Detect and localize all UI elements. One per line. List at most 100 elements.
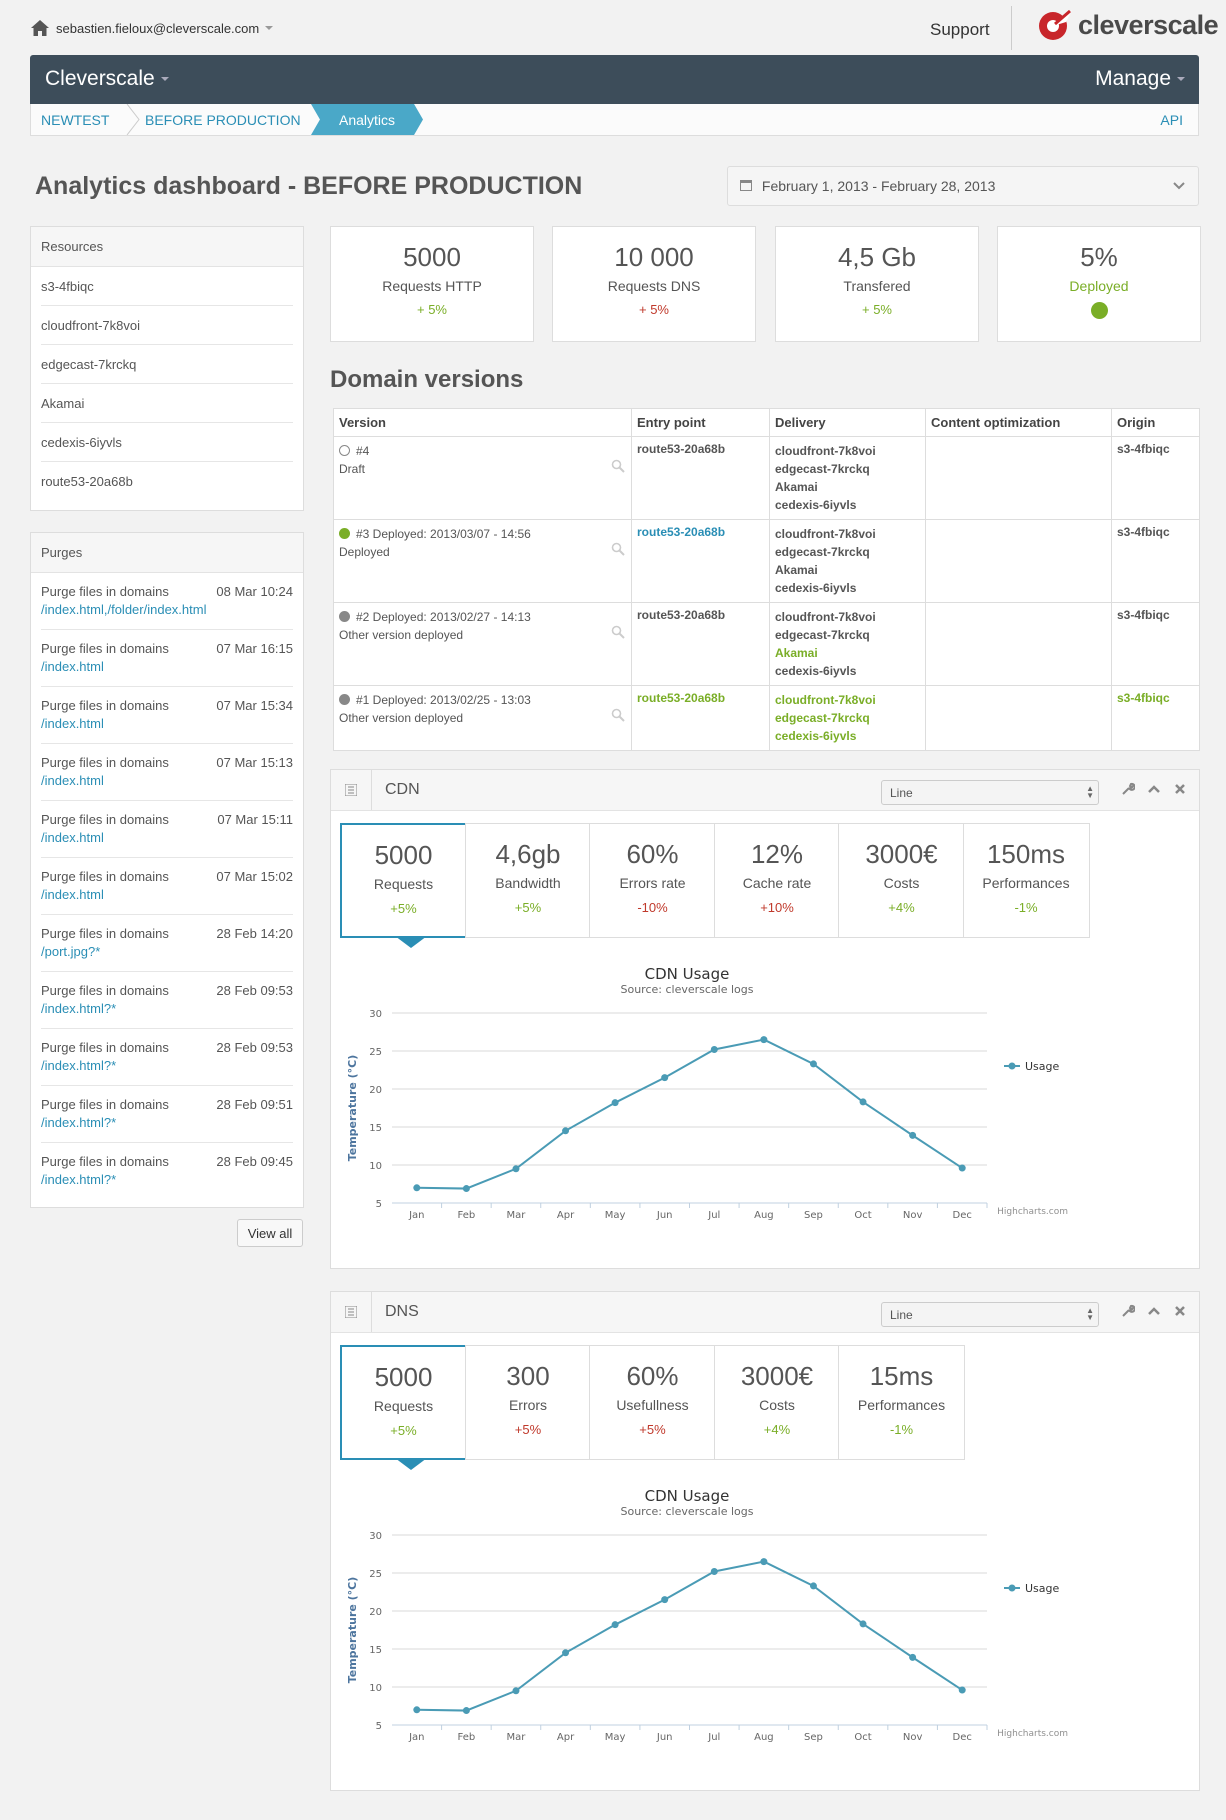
support-link[interactable]: Support xyxy=(930,20,990,39)
delivery-item[interactable]: edgecast-7krckq xyxy=(775,628,870,642)
data-point[interactable] xyxy=(909,1131,917,1139)
purge-path-link[interactable]: /index.html xyxy=(41,830,104,845)
chevron-up-icon[interactable] xyxy=(1147,782,1161,796)
purge-path-link[interactable]: /index.html?* xyxy=(41,1172,117,1187)
data-point[interactable] xyxy=(413,1184,421,1192)
resource-item[interactable]: cedexis-6iyvls xyxy=(41,423,293,462)
data-point[interactable] xyxy=(562,1127,570,1135)
stat-box[interactable]: 3000€ Costs +4% xyxy=(713,1345,841,1460)
breadcrumb-newtest[interactable]: NEWTEST xyxy=(41,112,110,128)
breadcrumb-before-production[interactable]: BEFORE PRODUCTION xyxy=(145,112,301,128)
stat-box[interactable]: 12% Cache rate +10% xyxy=(713,823,841,938)
search-icon[interactable] xyxy=(611,542,625,556)
resource-item[interactable]: cloudfront-7k8voi xyxy=(41,306,293,345)
user-menu[interactable]: sebastien.fieloux@cleverscale.com xyxy=(30,19,274,37)
chart-type-select[interactable]: Line ▲ ▼ xyxy=(881,1302,1099,1327)
chart-credits[interactable]: Highcharts.com xyxy=(997,1729,1068,1739)
delivery-item[interactable]: Akamai xyxy=(775,563,818,577)
delivery-item[interactable]: cedexis-6iyvls xyxy=(775,664,857,678)
stat-box[interactable]: 300 Errors +5% xyxy=(464,1345,592,1460)
data-point[interactable] xyxy=(710,1045,718,1053)
delivery-item[interactable]: cloudfront-7k8voi xyxy=(775,527,876,541)
purge-path-link[interactable]: /index.html xyxy=(41,659,104,674)
list-icon[interactable] xyxy=(331,1292,372,1332)
date-range-picker[interactable]: February 1, 2013 - February 28, 2013 xyxy=(727,166,1199,206)
delivery-item[interactable]: cedexis-6iyvls xyxy=(775,729,857,743)
data-point[interactable] xyxy=(562,1649,570,1657)
data-point[interactable] xyxy=(859,1098,867,1106)
stat-box[interactable]: 5000 Requests +5% xyxy=(340,823,467,948)
delivery-item[interactable]: cloudfront-7k8voi xyxy=(775,444,876,458)
data-point[interactable] xyxy=(413,1706,421,1714)
table-row[interactable]: #3 Deployed: 2013/03/07 - 14:56 Deployed r… xyxy=(333,519,1200,603)
stat-box[interactable]: 4,6gb Bandwidth +5% xyxy=(464,823,592,938)
stat-box[interactable]: 15ms Performances -1% xyxy=(838,1345,965,1460)
purge-path-link[interactable]: /index.html?* xyxy=(41,1001,117,1016)
table-row[interactable]: #1 Deployed: 2013/02/25 - 13:03 Other ver… xyxy=(333,685,1200,751)
data-point[interactable] xyxy=(859,1620,867,1628)
resource-item[interactable]: Akamai xyxy=(41,384,293,423)
data-point[interactable] xyxy=(760,1558,768,1566)
origin-cell[interactable]: s3-4fbiqc xyxy=(1111,519,1200,603)
legend-label[interactable]: Usage xyxy=(1025,1060,1060,1073)
origin-cell[interactable]: s3-4fbiqc xyxy=(1111,685,1200,751)
data-point[interactable] xyxy=(462,1707,470,1715)
wrench-icon[interactable] xyxy=(1121,1304,1135,1318)
delivery-item[interactable]: cedexis-6iyvls xyxy=(775,581,857,595)
purge-path-link[interactable]: /index.html xyxy=(41,716,104,731)
close-icon[interactable] xyxy=(1173,782,1187,796)
breadcrumb-analytics[interactable]: Analytics xyxy=(311,104,423,135)
logo[interactable]: cleverscale xyxy=(1036,8,1219,42)
purge-path-link[interactable]: /port.jpg?* xyxy=(41,944,101,959)
data-point[interactable] xyxy=(611,1099,619,1107)
project-selector[interactable]: Cleverscale xyxy=(45,67,169,91)
data-point[interactable] xyxy=(909,1653,917,1661)
purge-path-link[interactable]: /index.html?* xyxy=(41,1058,117,1073)
view-all-button[interactable]: View all xyxy=(237,1219,303,1247)
delivery-item[interactable]: edgecast-7krckq xyxy=(775,545,870,559)
list-icon[interactable] xyxy=(331,770,372,810)
chevron-up-icon[interactable] xyxy=(1147,1304,1161,1318)
stat-box[interactable]: 3000€ Costs +4% xyxy=(838,823,965,938)
table-row[interactable]: #4 Draft route53-20a68b cloudfront-7k8voi ed… xyxy=(333,436,1200,520)
delivery-item[interactable]: cloudfront-7k8voi xyxy=(775,693,876,707)
delivery-item[interactable]: Akamai xyxy=(775,646,818,660)
entry-point-cell[interactable]: route53-20a68b xyxy=(631,519,770,603)
entry-point-cell[interactable]: route53-20a68b xyxy=(631,685,770,751)
data-point[interactable] xyxy=(809,1582,817,1590)
resource-item[interactable]: edgecast-7krckq xyxy=(41,345,293,384)
search-icon[interactable] xyxy=(611,459,625,473)
wrench-icon[interactable] xyxy=(1121,782,1135,796)
purge-path-link[interactable]: /index.html?* xyxy=(41,1115,117,1130)
data-point[interactable] xyxy=(809,1060,817,1068)
table-row[interactable]: #2 Deployed: 2013/02/27 - 14:13 Other ver… xyxy=(333,602,1200,686)
delivery-item[interactable]: cedexis-6iyvls xyxy=(775,498,857,512)
data-point[interactable] xyxy=(661,1074,669,1082)
data-point[interactable] xyxy=(512,1165,520,1173)
stat-box[interactable]: 5000 Requests +5% xyxy=(340,1345,467,1470)
data-point[interactable] xyxy=(958,1164,966,1172)
data-point[interactable] xyxy=(958,1686,966,1694)
stat-box[interactable]: 60% Errors rate -10% xyxy=(589,823,716,938)
origin-cell[interactable]: s3-4fbiqc xyxy=(1111,602,1200,686)
data-point[interactable] xyxy=(611,1621,619,1629)
legend-label[interactable]: Usage xyxy=(1025,1582,1060,1595)
api-link[interactable]: API xyxy=(1160,112,1183,128)
resource-item[interactable]: s3-4fbiqc xyxy=(41,267,293,306)
manage-menu[interactable]: Manage xyxy=(1095,67,1185,91)
delivery-item[interactable]: edgecast-7krckq xyxy=(775,462,870,476)
chart-credits[interactable]: Highcharts.com xyxy=(997,1207,1068,1217)
data-point[interactable] xyxy=(661,1596,669,1604)
search-icon[interactable] xyxy=(611,625,625,639)
purge-path-link[interactable]: /index.html xyxy=(41,773,104,788)
purge-path-link[interactable]: /index.html,/folder/index.html xyxy=(41,602,207,617)
search-icon[interactable] xyxy=(611,708,625,722)
purge-path-link[interactable]: /index.html xyxy=(41,887,104,902)
data-point[interactable] xyxy=(462,1185,470,1193)
close-icon[interactable] xyxy=(1173,1304,1187,1318)
delivery-item[interactable]: edgecast-7krckq xyxy=(775,711,870,725)
delivery-item[interactable]: Akamai xyxy=(775,480,818,494)
chart-type-select[interactable]: Line ▲ ▼ xyxy=(881,780,1099,805)
delivery-item[interactable]: cloudfront-7k8voi xyxy=(775,610,876,624)
origin-cell[interactable]: s3-4fbiqc xyxy=(1111,436,1200,520)
